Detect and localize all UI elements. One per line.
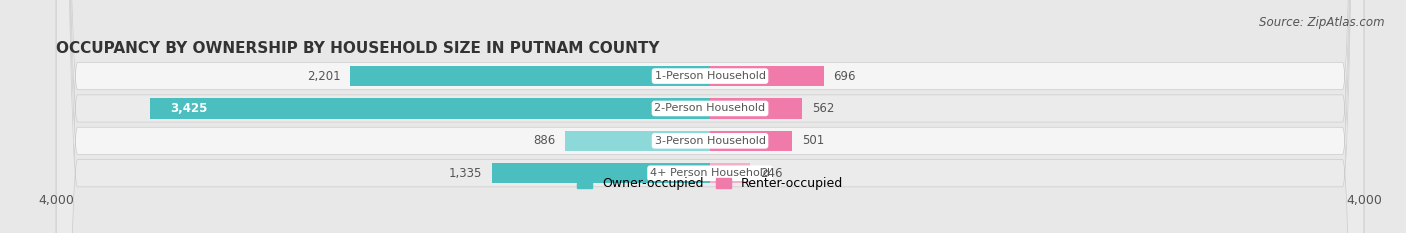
Bar (710, 66, 824, 86)
FancyBboxPatch shape (56, 0, 1364, 233)
Text: 1,335: 1,335 (449, 167, 482, 180)
Bar (710, 98, 801, 119)
FancyBboxPatch shape (56, 0, 1364, 233)
Bar (150, 98, 710, 119)
Bar (492, 163, 710, 183)
Text: 1-Person Household: 1-Person Household (655, 71, 765, 81)
Text: Source: ZipAtlas.com: Source: ZipAtlas.com (1260, 16, 1385, 29)
Text: 2,201: 2,201 (307, 70, 340, 82)
Text: OCCUPANCY BY OWNERSHIP BY HOUSEHOLD SIZE IN PUTNAM COUNTY: OCCUPANCY BY OWNERSHIP BY HOUSEHOLD SIZE… (56, 41, 659, 56)
Bar (710, 131, 792, 151)
Text: 696: 696 (834, 70, 856, 82)
Bar (710, 163, 751, 183)
Bar (565, 131, 710, 151)
Text: 4+ Person Household: 4+ Person Household (650, 168, 770, 178)
Text: 562: 562 (811, 102, 834, 115)
Text: 2-Person Household: 2-Person Household (654, 103, 766, 113)
Bar (350, 66, 710, 86)
FancyBboxPatch shape (56, 0, 1364, 233)
Text: 501: 501 (801, 134, 824, 147)
Legend: Owner-occupied, Renter-occupied: Owner-occupied, Renter-occupied (572, 172, 848, 195)
Text: 886: 886 (533, 134, 555, 147)
Text: 246: 246 (761, 167, 783, 180)
Text: 3-Person Household: 3-Person Household (655, 136, 765, 146)
FancyBboxPatch shape (56, 0, 1364, 233)
Text: 3,425: 3,425 (170, 102, 207, 115)
